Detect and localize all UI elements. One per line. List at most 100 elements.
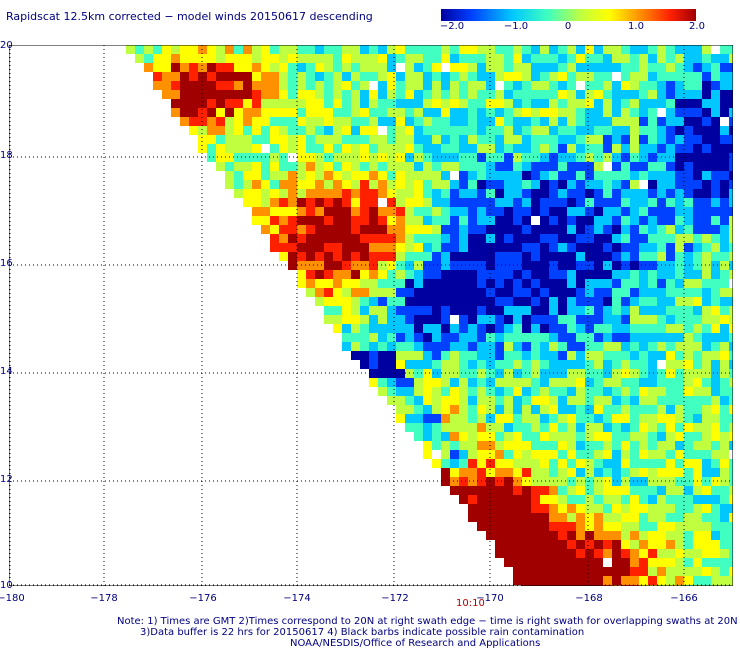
swath-cell: [441, 171, 450, 180]
swath-cell: [531, 324, 540, 333]
swath-cell: [504, 396, 513, 405]
swath-cell: [459, 171, 468, 180]
swath-cell: [630, 63, 639, 72]
swath-cell: [414, 207, 423, 216]
swath-cell: [423, 333, 432, 342]
swath-cell: [612, 81, 621, 90]
swath-cell: [306, 252, 315, 261]
swath-cell: [729, 297, 733, 306]
swath-cell: [567, 495, 576, 504]
swath-cell: [459, 234, 468, 243]
swath-cell: [360, 126, 369, 135]
swath-cell: [639, 54, 648, 63]
swath-cell: [711, 198, 720, 207]
swath-cell: [387, 270, 396, 279]
swath-cell: [387, 324, 396, 333]
swath-cell: [288, 207, 297, 216]
swath-cell: [531, 450, 540, 459]
swath-cell: [360, 144, 369, 153]
swath-cell: [567, 441, 576, 450]
swath-cell: [567, 81, 576, 90]
swath-cell: [432, 450, 441, 459]
swath-cell: [468, 414, 477, 423]
swath-cell: [351, 216, 360, 225]
swath-cell: [216, 162, 225, 171]
swath-cell: [504, 99, 513, 108]
swath-cell: [279, 171, 288, 180]
swath-cell: [612, 351, 621, 360]
swath-cell: [297, 63, 306, 72]
swath-cell: [693, 135, 702, 144]
swath-cell: [567, 117, 576, 126]
swath-cell: [522, 81, 531, 90]
swath-cell: [558, 297, 567, 306]
swath-cell: [630, 45, 639, 54]
swath-cell: [477, 360, 486, 369]
swath-cell: [279, 54, 288, 63]
swath-cell: [450, 477, 459, 486]
swath-cell: [198, 72, 207, 81]
swath-cell: [414, 342, 423, 351]
swath-cell: [486, 63, 495, 72]
swath-cell: [576, 162, 585, 171]
swath-cell: [513, 180, 522, 189]
swath-cell: [675, 333, 684, 342]
swath-cell: [711, 99, 720, 108]
swath-cell: [693, 297, 702, 306]
swath-cell: [720, 441, 729, 450]
swath-cell: [702, 45, 711, 54]
swath-cell: [513, 198, 522, 207]
swath-cell: [594, 63, 603, 72]
swath-cell: [603, 270, 612, 279]
swath-cell: [405, 117, 414, 126]
swath-cell: [477, 144, 486, 153]
swath-cell: [216, 135, 225, 144]
swath-cell: [387, 225, 396, 234]
swath-cell: [441, 333, 450, 342]
swath-cell: [504, 324, 513, 333]
swath-cell: [621, 495, 630, 504]
swath-cell: [684, 378, 693, 387]
swath-cell: [594, 153, 603, 162]
swath-cell: [657, 189, 666, 198]
swath-cell: [351, 171, 360, 180]
swath-cell: [288, 72, 297, 81]
swath-cell: [432, 432, 441, 441]
swath-cell: [720, 522, 729, 531]
swath-cell: [657, 99, 666, 108]
swath-cell: [234, 117, 243, 126]
swath-cell: [675, 81, 684, 90]
swath-cell: [324, 117, 333, 126]
swath-cell: [288, 63, 297, 72]
swath-cell: [567, 270, 576, 279]
swath-cell: [603, 495, 612, 504]
swath-cell: [576, 567, 585, 576]
swath-cell: [729, 387, 733, 396]
swath-cell: [297, 117, 306, 126]
swath-cell: [531, 351, 540, 360]
swath-cell: [513, 63, 522, 72]
swath-cell: [522, 369, 531, 378]
swath-cell: [270, 135, 279, 144]
swath-cell: [297, 180, 306, 189]
swath-cell: [432, 162, 441, 171]
swath-cell: [612, 207, 621, 216]
swath-cell: [630, 558, 639, 567]
swath-cell: [531, 360, 540, 369]
swath-cell: [270, 207, 279, 216]
swath-cell: [675, 279, 684, 288]
swath-cell: [594, 540, 603, 549]
swath-cell: [171, 108, 180, 117]
swath-cell: [648, 504, 657, 513]
swath-cell: [648, 378, 657, 387]
swath-cell: [639, 540, 648, 549]
swath-cell: [720, 342, 729, 351]
swath-cell: [576, 351, 585, 360]
swath-cell: [513, 378, 522, 387]
swath-cell: [522, 432, 531, 441]
swath-cells: [126, 45, 733, 586]
swath-cell: [558, 486, 567, 495]
swath-cell: [630, 495, 639, 504]
swath-cell: [396, 207, 405, 216]
swath-cell: [540, 63, 549, 72]
